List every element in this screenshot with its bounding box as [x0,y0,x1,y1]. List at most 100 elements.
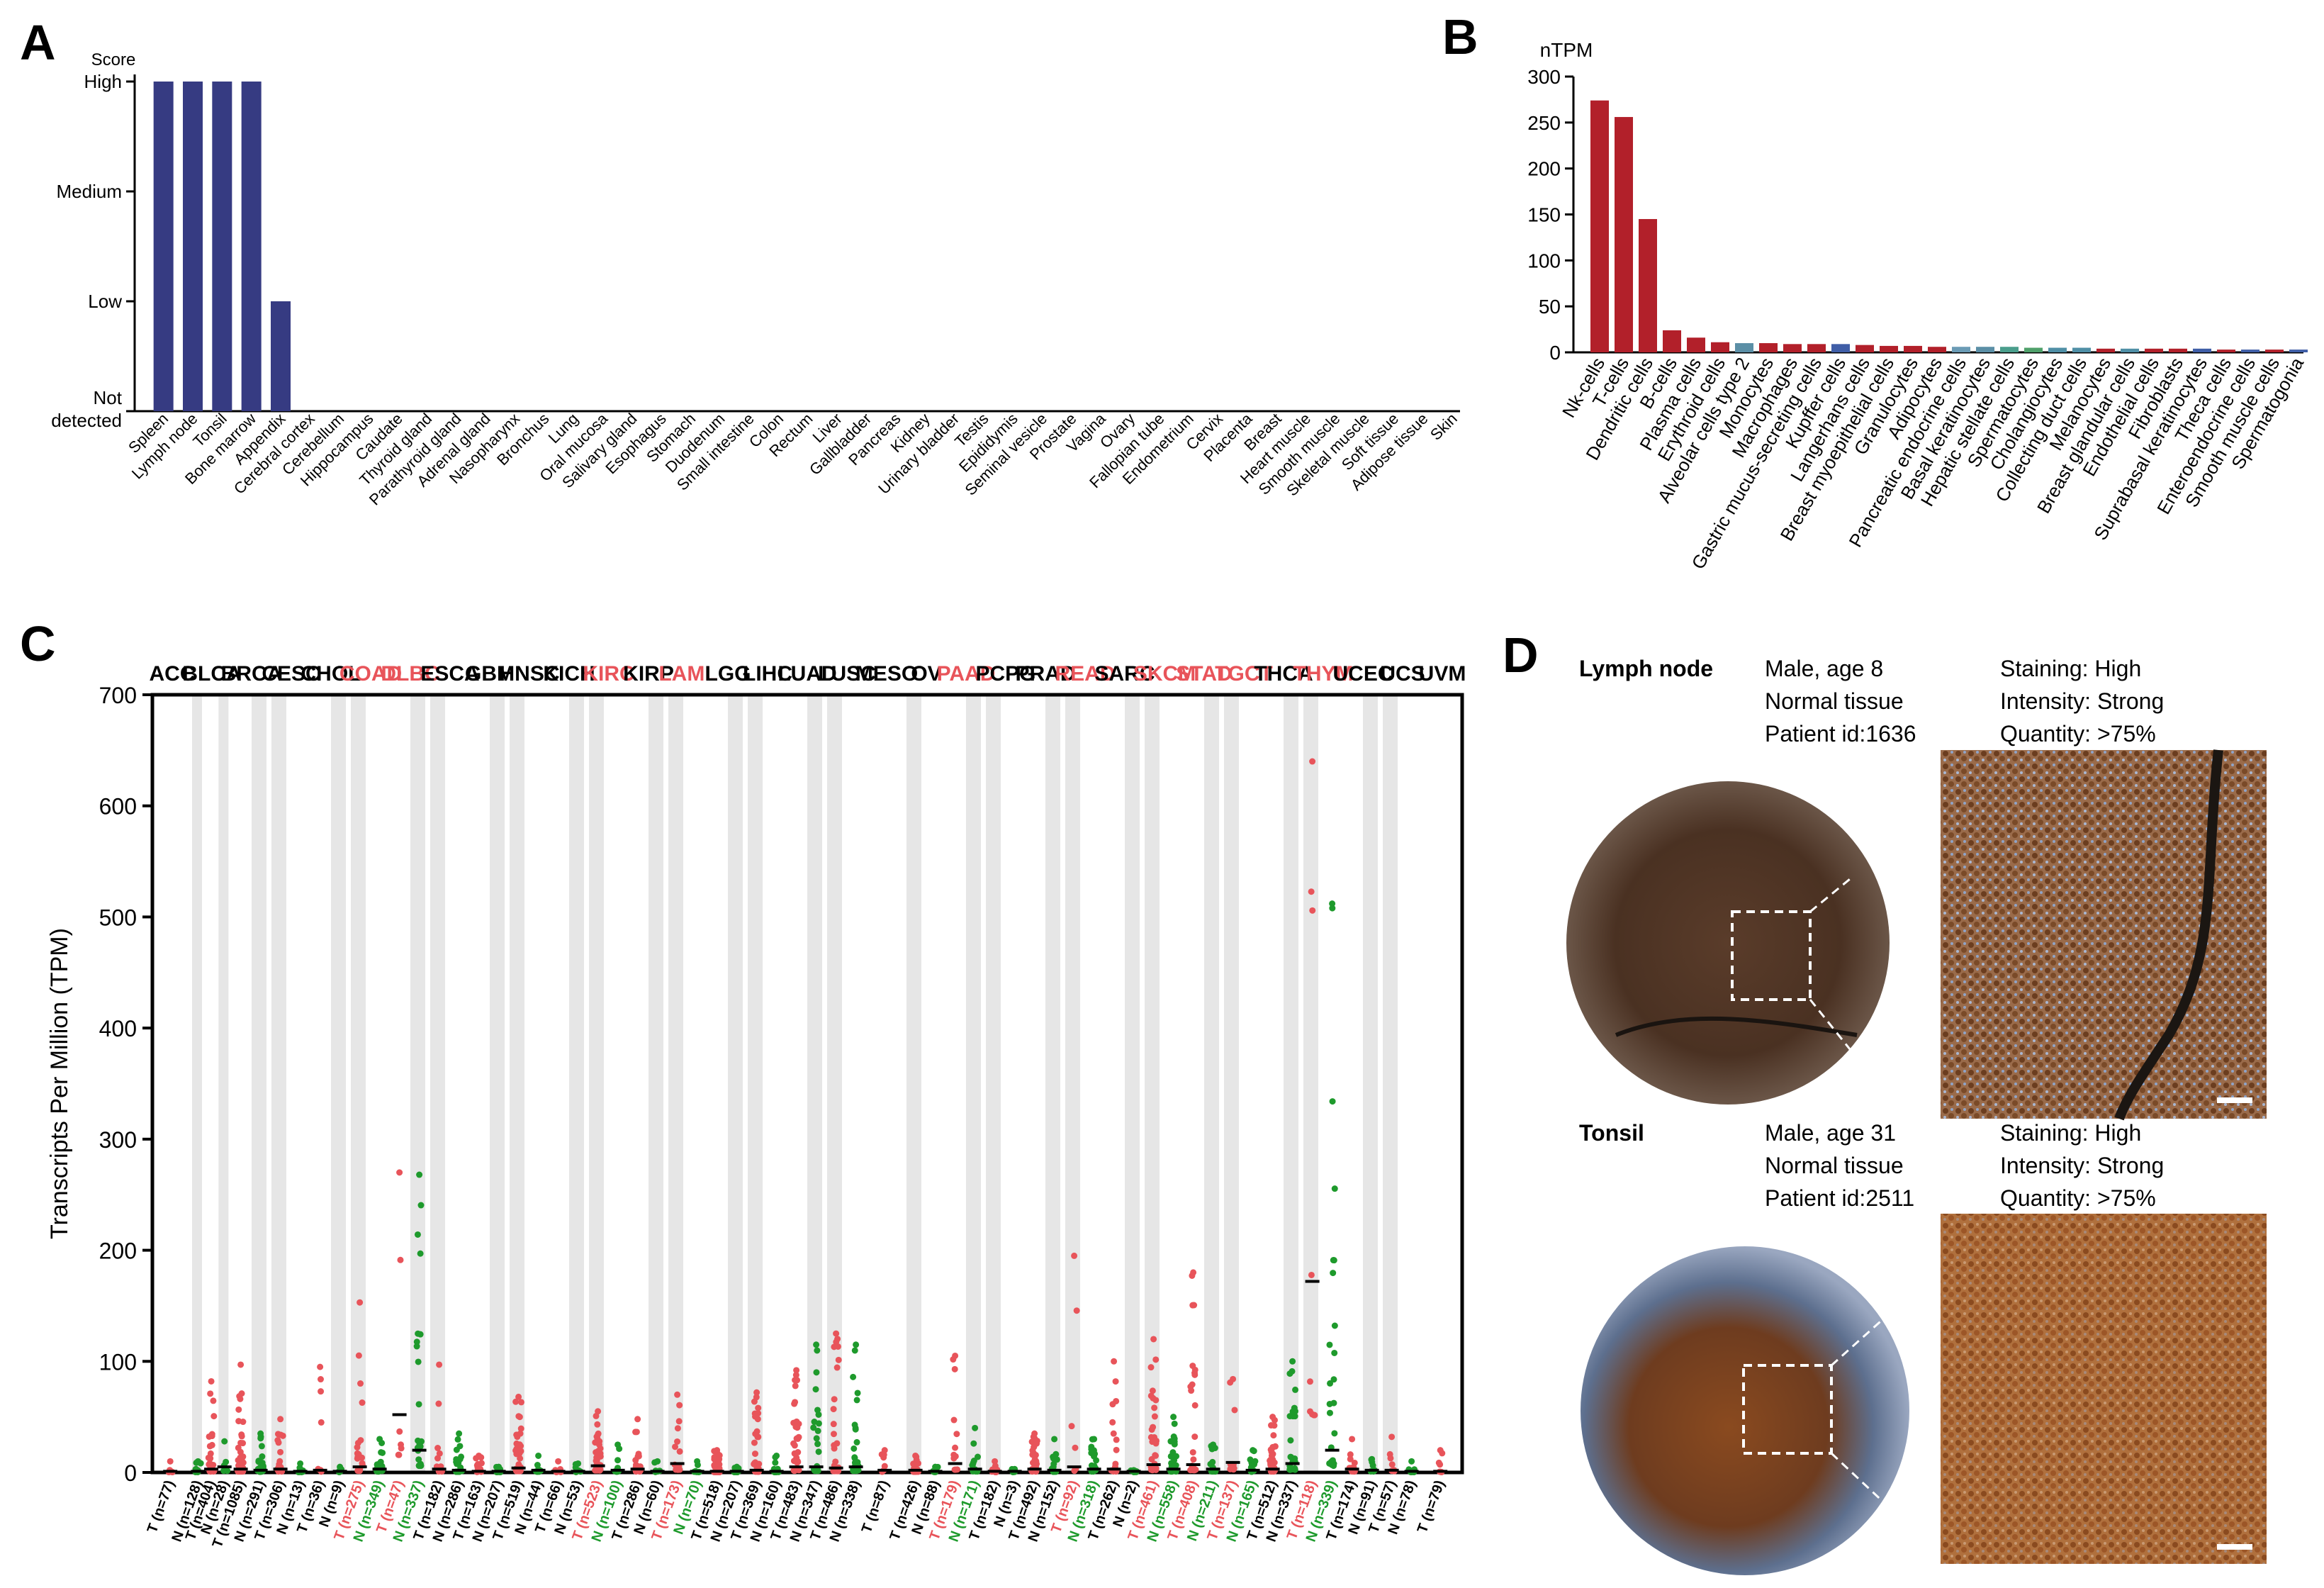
tma-core-lymph-node [1566,781,1890,1105]
data-point [512,1398,520,1405]
data-point [814,1427,821,1434]
sample-1-staining-info: Staining: High Intensity: Strong Quantit… [2000,652,2164,750]
data-point [932,1463,939,1470]
data-point [676,1448,683,1455]
cancer-label: KIRP [623,662,674,686]
data-point [210,1413,218,1420]
data-point [416,1171,423,1178]
data-point [815,1420,822,1427]
data-point [1291,1465,1298,1472]
data-point [1349,1436,1356,1443]
data-point [674,1391,681,1398]
data-point [354,1450,361,1457]
data-point [207,1390,214,1397]
data-point [235,1444,242,1451]
y-tick-label: 300 [99,1127,137,1153]
data-point [1072,1444,1079,1451]
data-point [1031,1443,1038,1450]
data-point [376,1436,383,1443]
data-point [1191,1433,1199,1441]
cancer-label: LUAD [778,662,836,686]
zoom-line [1809,999,1851,1050]
cancer-label: LUSC [818,662,876,686]
data-point [194,1458,201,1465]
data-point [1330,1399,1337,1407]
data-point [969,1462,976,1469]
bar [2217,350,2235,352]
data-point [1288,1453,1295,1460]
data-point [1112,1378,1119,1385]
data-point [814,1441,821,1448]
bar [2121,348,2139,352]
data-point [1437,1461,1444,1468]
data-point [359,1399,366,1407]
sample-1-patient-id: Patient id:1636 [1765,721,1916,747]
column-band [1065,695,1080,1472]
data-point [415,1401,422,1408]
data-point [830,1406,837,1413]
data-point [517,1399,524,1406]
data-point [853,1438,860,1446]
column-band [1204,695,1219,1472]
data-point [277,1448,284,1455]
data-point [597,1445,604,1452]
sample-1-tissue-type: Normal tissue [1765,688,1904,714]
data-point [1309,758,1316,765]
scale-bar [2217,1544,2252,1550]
data-point [791,1467,798,1474]
data-point [398,1441,405,1448]
data-point [318,1388,325,1395]
data-point [356,1467,363,1475]
y-tick-label: detected [51,410,122,431]
data-point [1029,1451,1036,1458]
column-band [1125,695,1140,1472]
data-point [258,1443,265,1450]
zoom-image-tonsil [1941,1214,2267,1564]
y-tick-label: 100 [1527,250,1561,272]
data-point [378,1449,385,1456]
zoom-box-lymph-node [1731,910,1812,1001]
data-point [1150,1465,1157,1472]
bar [1807,344,1826,352]
data-point [853,1341,860,1348]
cancer-label: KIRC [583,662,634,686]
cancer-label: BRCA [221,662,283,686]
data-point [1230,1375,1237,1382]
cancer-label: PAAD [937,662,996,686]
data-point [834,1336,841,1343]
data-point [851,1445,858,1452]
data-point [575,1460,582,1467]
column-band [807,695,822,1472]
column-band [430,695,445,1472]
zoom-line [1809,878,1851,913]
sample-2-patient-id: Patient id:2511 [1765,1185,1915,1211]
data-point [952,1466,959,1473]
cancer-label: COAD [339,662,402,686]
data-point [413,1343,420,1350]
bar [2145,348,2163,352]
bar [2072,347,2091,352]
data-point [1271,1422,1278,1429]
data-point [415,1358,422,1365]
column-band [906,695,921,1472]
bar [2193,348,2211,352]
data-point [208,1441,215,1448]
data-point [274,1437,281,1444]
data-point [1331,1430,1338,1437]
data-point [257,1435,264,1442]
data-point [1150,1424,1157,1431]
column-band [569,695,584,1472]
data-point [950,1416,958,1424]
data-point [1267,1457,1274,1464]
column-band [510,695,524,1472]
data-point [1091,1436,1098,1443]
data-point [395,1451,403,1458]
data-point [853,1397,860,1404]
data-point [614,1441,622,1448]
data-point [210,1397,217,1404]
chart-a-tissue-score: ScoreNotdetectedLowMediumHighSpleenLymph… [51,50,1461,508]
y-tick-label: 500 [99,905,137,930]
zoom-line [1830,1452,1901,1519]
data-point [595,1408,602,1415]
cancer-label: SKCM [1133,662,1196,686]
